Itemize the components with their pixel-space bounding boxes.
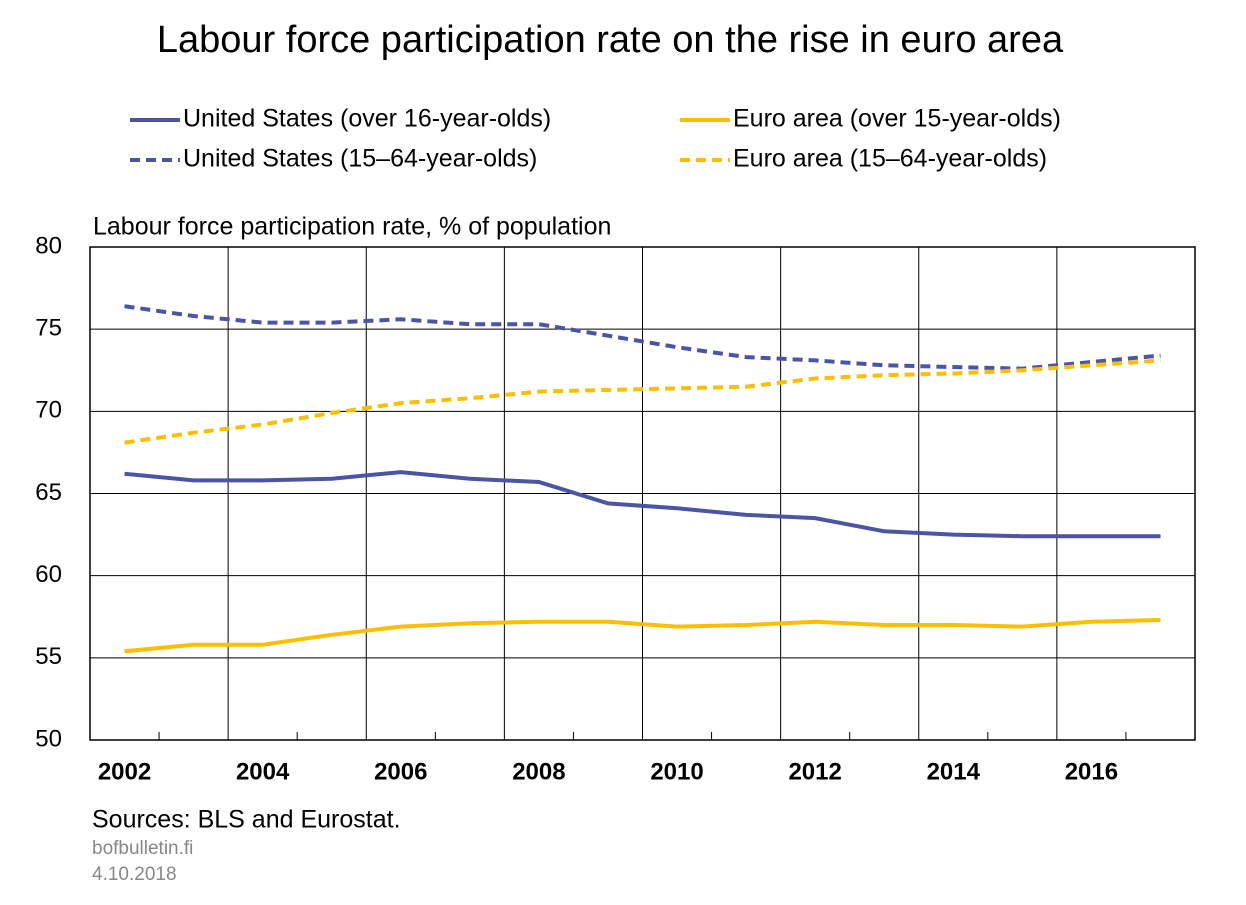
chart-title: Labour force participation rate on the r… [157, 19, 1064, 61]
footer: 4.10.2018 [92, 864, 177, 885]
plot-frame [89, 246, 1196, 741]
legend-label: Euro area (15–64-year-olds) [733, 145, 1047, 173]
y-tick-label: 75 [35, 315, 62, 342]
footer: bofbulletin.fi [92, 838, 193, 859]
x-tick-label: 2014 [927, 758, 981, 785]
y-tick-label: 60 [35, 561, 62, 588]
y-tick-label: 70 [35, 397, 62, 424]
x-tick-label: 2012 [788, 758, 841, 785]
series-line [124, 470, 1161, 539]
legend-label: United States (over 16-year-olds) [183, 105, 551, 133]
x-tick-label: 2010 [650, 758, 703, 785]
y-tick-label: 55 [35, 643, 62, 670]
y-tick-label: 50 [35, 725, 62, 752]
legend-label: Euro area (over 15-year-olds) [733, 105, 1061, 133]
legend-label: United States (15–64-year-olds) [183, 145, 537, 173]
x-tick-label: 2002 [98, 758, 151, 785]
series-line [124, 304, 1161, 371]
source: Sources: BLS and Eurostat. [92, 806, 401, 834]
x-tick-label: 2008 [512, 758, 565, 785]
series-line [124, 358, 1161, 445]
y-tick-label: 80 [35, 232, 62, 259]
series-line [124, 618, 1161, 654]
x-tick-label: 2004 [236, 758, 290, 785]
x-tick-label: 2016 [1065, 758, 1118, 785]
y-axis-label: Labour force participation rate, % of po… [93, 213, 611, 241]
y-tick-label: 65 [35, 479, 62, 506]
x-tick-label: 2006 [374, 758, 427, 785]
